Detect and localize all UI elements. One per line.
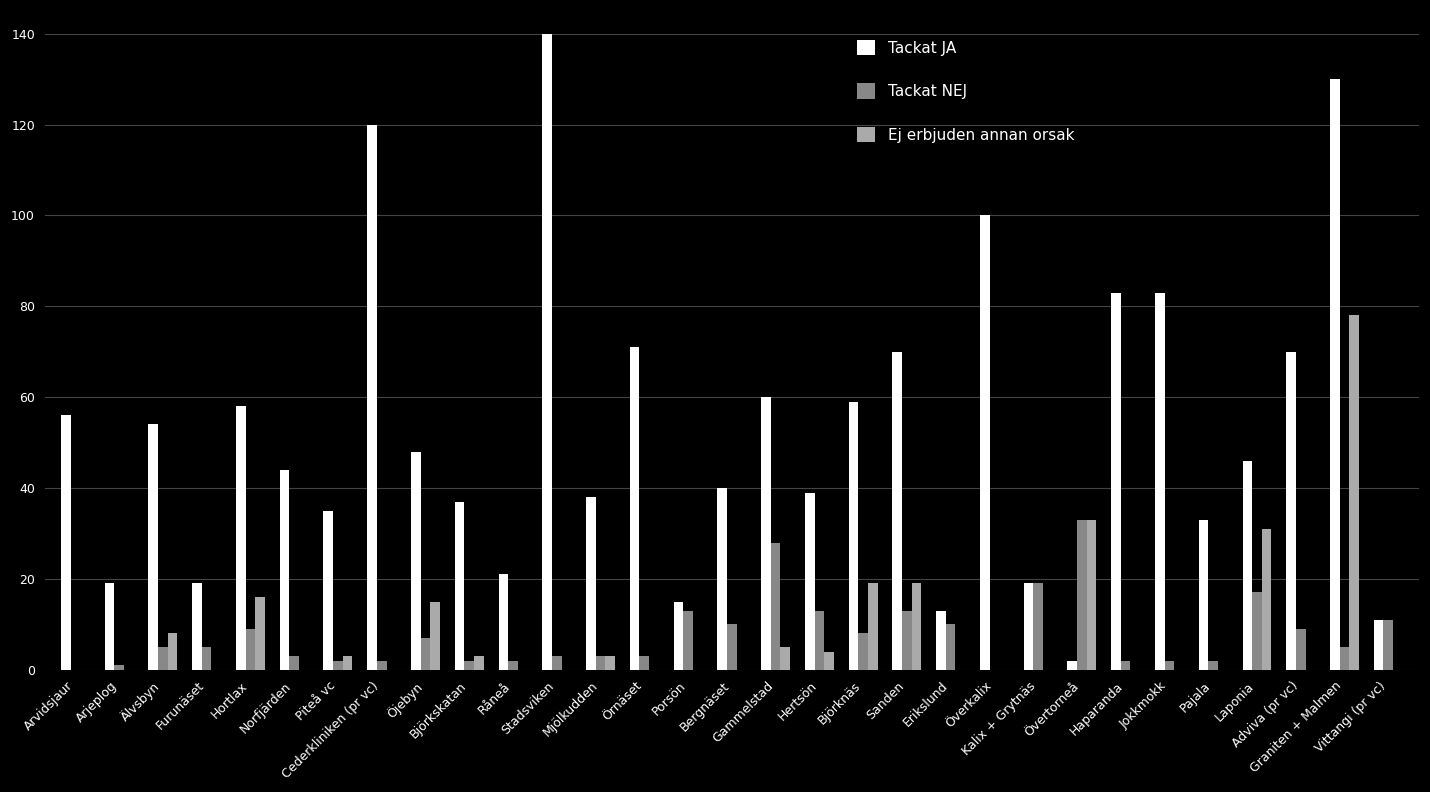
- Bar: [868, 584, 878, 670]
- Bar: [605, 656, 615, 670]
- Bar: [1330, 79, 1340, 670]
- Bar: [1286, 352, 1296, 670]
- Bar: [1111, 293, 1121, 670]
- Bar: [596, 656, 605, 670]
- Bar: [858, 634, 868, 670]
- Bar: [1374, 619, 1383, 670]
- Bar: [629, 347, 639, 670]
- Bar: [945, 624, 955, 670]
- Bar: [455, 501, 465, 670]
- Bar: [1087, 520, 1097, 670]
- Bar: [1208, 661, 1218, 670]
- Bar: [333, 661, 343, 670]
- Bar: [465, 661, 473, 670]
- Bar: [114, 665, 124, 670]
- Bar: [255, 597, 265, 670]
- Bar: [1077, 520, 1087, 670]
- Bar: [378, 661, 386, 670]
- Bar: [1034, 584, 1042, 670]
- Bar: [159, 647, 167, 670]
- Bar: [848, 402, 858, 670]
- Bar: [726, 624, 736, 670]
- Bar: [771, 543, 781, 670]
- Bar: [718, 488, 726, 670]
- Bar: [1067, 661, 1077, 670]
- Bar: [761, 397, 771, 670]
- Bar: [1155, 293, 1164, 670]
- Bar: [902, 611, 912, 670]
- Bar: [892, 352, 902, 670]
- Bar: [980, 215, 990, 670]
- Bar: [508, 661, 518, 670]
- Bar: [1024, 584, 1034, 670]
- Bar: [1164, 661, 1174, 670]
- Bar: [815, 611, 824, 670]
- Bar: [236, 406, 246, 670]
- Bar: [639, 656, 649, 670]
- Bar: [192, 584, 202, 670]
- Bar: [61, 415, 70, 670]
- Bar: [674, 602, 684, 670]
- Bar: [586, 497, 596, 670]
- Bar: [420, 638, 430, 670]
- Bar: [937, 611, 945, 670]
- Bar: [805, 493, 815, 670]
- Bar: [343, 656, 352, 670]
- Bar: [104, 584, 114, 670]
- Bar: [167, 634, 177, 670]
- Bar: [499, 574, 508, 670]
- Bar: [1261, 529, 1271, 670]
- Bar: [781, 647, 789, 670]
- Bar: [202, 647, 212, 670]
- Bar: [280, 470, 289, 670]
- Bar: [1253, 592, 1261, 670]
- Bar: [824, 652, 834, 670]
- Bar: [552, 656, 562, 670]
- Bar: [542, 34, 552, 670]
- Bar: [1121, 661, 1131, 670]
- Bar: [1383, 619, 1393, 670]
- Bar: [1350, 315, 1358, 670]
- Bar: [912, 584, 921, 670]
- Bar: [473, 656, 483, 670]
- Bar: [410, 451, 420, 670]
- Bar: [246, 629, 255, 670]
- Bar: [149, 425, 159, 670]
- Legend: Tackat JA, Tackat NEJ, Ej erbjuden annan orsak: Tackat JA, Tackat NEJ, Ej erbjuden annan…: [849, 32, 1081, 150]
- Bar: [430, 602, 440, 670]
- Bar: [1340, 647, 1350, 670]
- Bar: [684, 611, 694, 670]
- Bar: [289, 656, 299, 670]
- Bar: [368, 124, 378, 670]
- Bar: [323, 511, 333, 670]
- Bar: [1296, 629, 1306, 670]
- Bar: [1243, 461, 1253, 670]
- Bar: [1198, 520, 1208, 670]
